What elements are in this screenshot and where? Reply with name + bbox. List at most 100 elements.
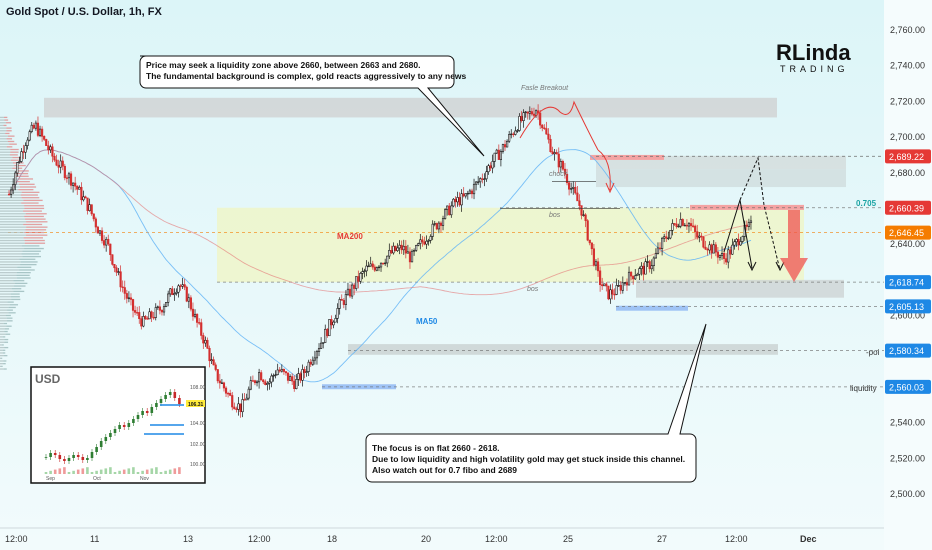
candle[interactable] [185,286,188,302]
candle[interactable] [539,112,542,126]
candle[interactable] [619,285,622,291]
candle[interactable] [251,380,254,382]
candle[interactable] [177,285,180,293]
candle[interactable] [698,235,701,238]
candle[interactable] [249,380,252,390]
candle[interactable] [417,243,420,246]
candle[interactable] [439,222,443,226]
candle[interactable] [609,289,612,300]
candle[interactable] [268,381,271,384]
candle[interactable] [382,262,385,265]
candle[interactable] [365,265,368,272]
candle[interactable] [541,124,544,129]
candle[interactable] [503,144,507,148]
candle[interactable] [173,293,176,296]
candle[interactable] [144,316,147,319]
candle[interactable] [284,371,288,374]
candle[interactable] [218,380,221,384]
candle[interactable] [206,339,209,349]
candle[interactable] [222,382,226,389]
candle[interactable] [379,262,383,268]
candle[interactable] [706,248,709,251]
candle[interactable] [342,300,345,305]
candle[interactable] [650,265,653,270]
candle[interactable] [563,168,567,175]
candle[interactable] [324,328,327,343]
candle[interactable] [276,369,279,375]
candle[interactable] [683,224,686,227]
candle[interactable] [258,372,261,383]
candle[interactable] [565,173,569,184]
candle[interactable] [508,134,511,142]
candle[interactable] [295,379,298,390]
candle[interactable] [59,160,62,168]
candle[interactable] [568,182,571,190]
candle[interactable] [716,251,719,258]
candle[interactable] [654,253,657,259]
candle[interactable] [24,145,27,153]
candle[interactable] [212,359,215,366]
candle[interactable] [311,359,314,365]
candles-layer[interactable] [7,104,753,418]
candle[interactable] [169,288,172,295]
candle[interactable] [656,247,660,254]
candle[interactable] [547,133,550,140]
candle[interactable] [150,311,153,318]
candle[interactable] [446,205,449,210]
candle[interactable] [396,247,399,251]
candle[interactable] [572,186,575,189]
candle[interactable] [38,128,42,136]
candle[interactable] [47,145,50,151]
candle[interactable] [415,245,418,251]
candle[interactable] [216,369,219,382]
candle[interactable] [456,197,459,203]
candle[interactable] [477,181,480,183]
candle[interactable] [55,159,58,166]
candle[interactable] [518,115,521,131]
candle[interactable] [119,271,122,288]
candle[interactable] [472,183,476,195]
candle[interactable] [522,112,525,121]
candle[interactable] [367,265,370,268]
candle[interactable] [113,264,116,269]
candle[interactable] [346,288,350,295]
candle[interactable] [359,273,362,282]
candle[interactable] [526,111,529,114]
candle[interactable] [437,222,440,230]
candle[interactable] [470,190,474,195]
candle[interactable] [727,249,730,263]
candle[interactable] [167,293,170,303]
candle[interactable] [681,219,684,226]
candle[interactable] [100,230,104,241]
candle[interactable] [694,225,697,232]
candle[interactable] [129,297,133,300]
candle[interactable] [427,240,430,242]
candle[interactable] [634,275,637,280]
candle[interactable] [301,369,304,381]
candle[interactable] [196,313,199,323]
candle[interactable] [468,190,471,194]
candle[interactable] [264,381,267,385]
candle[interactable] [596,261,600,272]
candle[interactable] [260,372,263,381]
candle[interactable] [121,286,124,289]
candle[interactable] [675,223,678,227]
candle[interactable] [673,223,676,225]
candle[interactable] [735,238,738,243]
candle[interactable] [74,182,77,187]
candle[interactable] [665,236,668,239]
candle[interactable] [644,261,647,275]
candle[interactable] [181,284,184,287]
time-axis[interactable]: 12:00 11 13 12:00 18 20 12:00 25 27 12:00 Dec [0,527,884,544]
candle[interactable] [413,250,416,252]
candle[interactable] [718,254,722,258]
candle[interactable] [123,287,126,294]
candle[interactable] [621,282,624,291]
candle[interactable] [57,164,60,168]
candle[interactable] [723,253,726,259]
candle[interactable] [22,151,25,153]
candle[interactable] [627,271,631,286]
candle[interactable] [375,267,378,271]
candle[interactable] [193,313,197,317]
candle[interactable] [208,347,211,362]
